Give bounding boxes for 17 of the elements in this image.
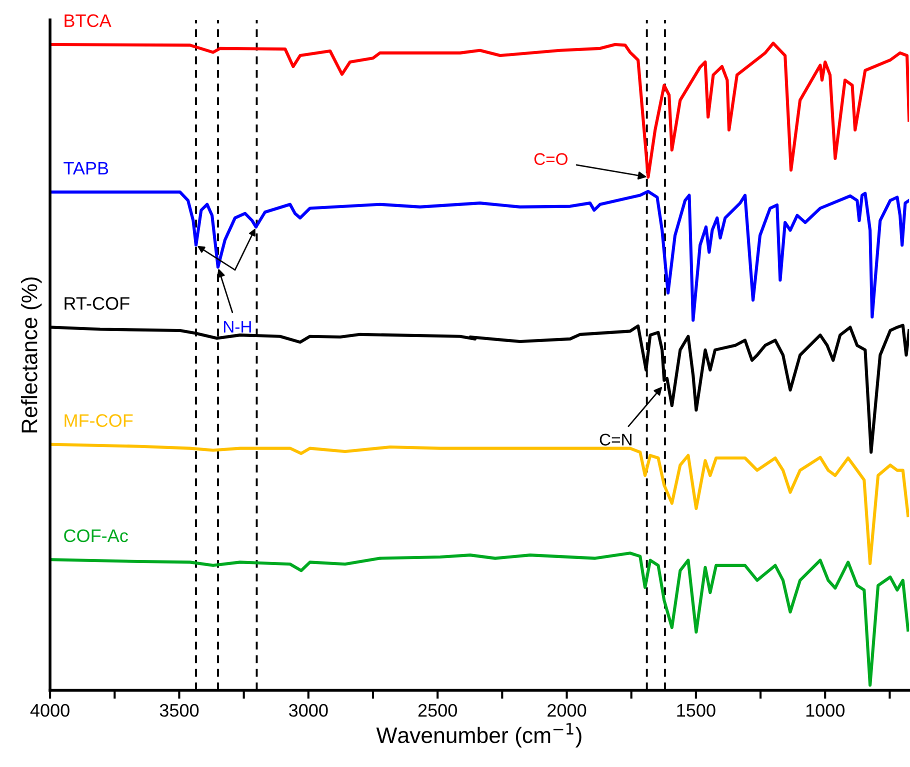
series-label: TAPB [64, 162, 108, 174]
annotation: N-H [224, 321, 251, 333]
x-tick-label: 3000 [289, 704, 328, 717]
annotation: C=O [534, 153, 568, 165]
x-axis-title: Wavenumber (cm$^{−1}$) [376, 723, 582, 748]
series-label: RT-COF [64, 297, 130, 310]
series-label: COF-Ac [64, 529, 128, 542]
x-tick-label: 1500 [677, 704, 716, 717]
x-tick-label: 4000 [30, 704, 70, 717]
series-label: MF-COF [64, 414, 133, 427]
x-tick-label: 1000 [806, 704, 845, 717]
x-tick-label: 3500 [160, 704, 199, 717]
y-axis-title: Reflectance (%) [21, 277, 42, 432]
x-tick-label: 2000 [548, 704, 586, 717]
series-label: BTCA [64, 14, 112, 28]
x-tick-label: 2500 [418, 704, 457, 717]
annotation: C=N [600, 434, 632, 446]
